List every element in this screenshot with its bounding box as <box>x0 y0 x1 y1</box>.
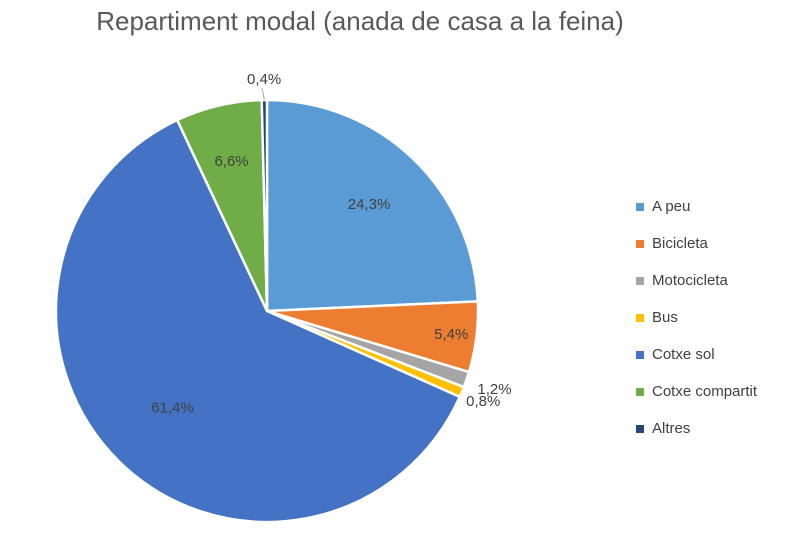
legend-item-motocicleta: Motocicleta <box>636 262 757 299</box>
legend-item-bicicleta: Bicicleta <box>636 225 757 262</box>
legend-label: Cotxe compartit <box>652 383 758 400</box>
pie-slice-a-peu <box>265 98 480 313</box>
legend-label: Bus <box>652 309 678 326</box>
legend-item-cotxe-compartit: Cotxe compartit <box>636 373 757 410</box>
pie-slice-altres <box>260 98 269 312</box>
data-label-motocicleta: 1,2% <box>477 381 511 398</box>
legend-swatch <box>636 313 644 322</box>
legend-item-altres: Altres <box>636 410 757 447</box>
leader-lines <box>261 87 265 101</box>
legend-item-a-peu: A peu <box>636 188 757 225</box>
leader-line-altres <box>261 87 265 101</box>
legend-item-bus: Bus <box>636 299 757 336</box>
data-label-cotxe-compartit: 6,6% <box>214 153 248 170</box>
legend-swatch <box>636 350 644 359</box>
legend-swatch <box>636 202 644 211</box>
legend-item-cotxe-sol: Cotxe sol <box>636 336 757 373</box>
legend-swatch <box>636 276 644 285</box>
legend-swatch <box>636 387 644 396</box>
pie-slice-cotxe-sol <box>54 118 462 524</box>
data-label-bus: 0,8% <box>466 393 500 410</box>
pie-slices <box>54 98 480 524</box>
data-label-a-peu: 24,3% <box>348 196 391 213</box>
legend-label: Altres <box>652 420 691 437</box>
data-label-altres: 0,4% <box>247 71 281 88</box>
legend-label: Motocicleta <box>652 272 728 289</box>
data-label-cotxe-sol: 61,4% <box>151 399 194 416</box>
chart-title: Repartiment modal (anada de casa a la fe… <box>96 6 624 36</box>
legend-label: A peu <box>652 198 691 215</box>
legend-swatch <box>636 239 644 248</box>
legend-label: Bicicleta <box>652 235 708 252</box>
slice-labels: 24,3% 5,4% 1,2%0,8% 61,4% 6,6% 0,4% <box>151 71 511 417</box>
legend: A peu Bicicleta Motocicleta Bus Cotxe sol Cot… <box>636 188 757 447</box>
legend-label: Cotxe sol <box>652 346 715 363</box>
legend-swatch <box>636 424 644 433</box>
data-label-bicicleta: 5,4% <box>434 326 468 343</box>
